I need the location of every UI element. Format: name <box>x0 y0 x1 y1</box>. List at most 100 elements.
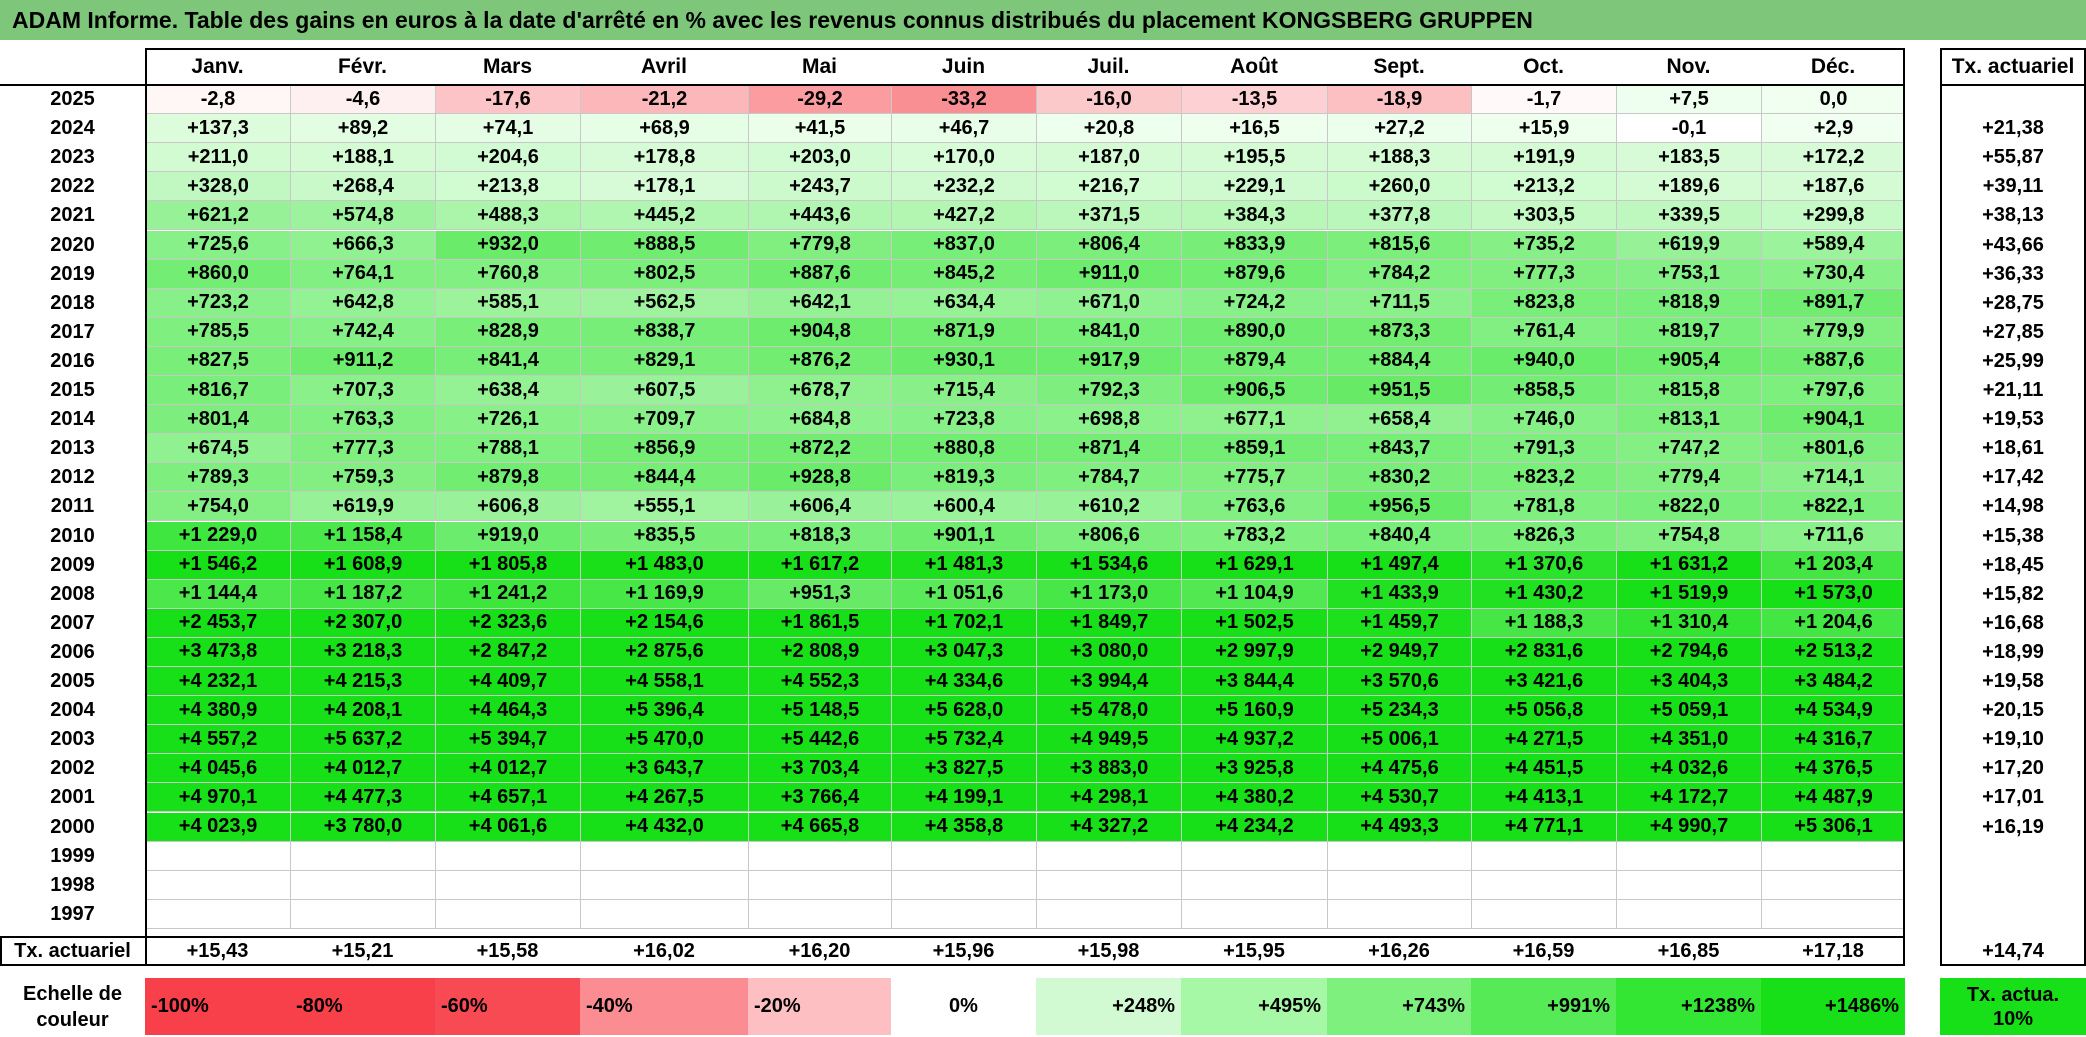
table-cell: +443,6 <box>748 201 891 231</box>
table-cell: +666,3 <box>290 230 435 260</box>
table-cell: +4 475,6 <box>1327 754 1471 784</box>
table-cell: +890,0 <box>1181 317 1327 347</box>
table-cell: +634,4 <box>891 288 1036 318</box>
table-cell: +3 925,8 <box>1181 754 1327 784</box>
table-cell: +4 023,9 <box>145 812 290 842</box>
table-cell: +183,5 <box>1616 143 1761 173</box>
table-cell <box>1471 899 1616 929</box>
table-cell: +68,9 <box>580 114 748 144</box>
table-cell: +724,2 <box>1181 288 1327 318</box>
table-cell: +619,9 <box>1616 230 1761 260</box>
table-cell: +841,4 <box>435 346 580 376</box>
table-cell: +784,2 <box>1327 259 1471 289</box>
table-cell: +188,1 <box>290 143 435 173</box>
table-cell: +901,1 <box>891 521 1036 551</box>
table-cell: +658,4 <box>1327 405 1471 435</box>
table-cell: +1 188,3 <box>1471 608 1616 638</box>
table-cell: +4 012,7 <box>435 754 580 784</box>
annual-rate-cell: +38,13 <box>1940 201 2086 231</box>
table-cell: +4 380,2 <box>1181 783 1327 813</box>
table-cell: +1 158,4 <box>290 521 435 551</box>
table-cell: +4 045,6 <box>145 754 290 784</box>
table-cell: +606,4 <box>748 492 891 522</box>
table-cell: +747,2 <box>1616 434 1761 464</box>
year-label: 2010 <box>0 521 145 551</box>
table-cell <box>290 870 435 900</box>
table-cell: +1 534,6 <box>1036 550 1181 580</box>
table-cell: +911,2 <box>290 346 435 376</box>
table-cell: +642,8 <box>290 288 435 318</box>
table-cell: +371,5 <box>1036 201 1181 231</box>
table-cell: +4 012,7 <box>290 754 435 784</box>
table-cell: +775,7 <box>1181 463 1327 493</box>
year-label: 2008 <box>0 579 145 609</box>
table-cell: +4 970,1 <box>145 783 290 813</box>
table-cell: +1 104,9 <box>1181 579 1327 609</box>
table-cell: +4 376,5 <box>1761 754 1905 784</box>
table-cell: +856,9 <box>580 434 748 464</box>
table-cell: +2 949,7 <box>1327 637 1471 667</box>
table-cell: +4 451,5 <box>1471 754 1616 784</box>
table-cell: +838,7 <box>580 317 748 347</box>
table-cell: +911,0 <box>1036 259 1181 289</box>
table-cell: +574,8 <box>290 201 435 231</box>
table-cell: +753,1 <box>1616 259 1761 289</box>
table-cell: +677,1 <box>1181 405 1327 435</box>
table-cell: +726,1 <box>435 405 580 435</box>
table-cell: +3 047,3 <box>891 637 1036 667</box>
year-label: 2023 <box>0 143 145 173</box>
color-scale-annual: Tx. actua. 10% <box>1940 978 2086 1035</box>
table-cell <box>748 899 891 929</box>
table-cell: +4 327,2 <box>1036 812 1181 842</box>
table-cell: +172,2 <box>1761 143 1905 173</box>
table-cell: +4 552,3 <box>748 667 891 697</box>
color-scale-swatch: +1486% <box>1761 978 1905 1035</box>
month-header: Janv. <box>145 48 290 85</box>
table-cell: +3 883,0 <box>1036 754 1181 784</box>
table-cell: +4 530,7 <box>1327 783 1471 813</box>
table-cell: +562,5 <box>580 288 748 318</box>
table-cell: +191,9 <box>1471 143 1616 173</box>
table-cell: +833,9 <box>1181 230 1327 260</box>
table-cell: +1 546,2 <box>145 550 290 580</box>
table-cell: +835,5 <box>580 521 748 551</box>
table-cell <box>145 899 290 929</box>
table-cell: +709,7 <box>580 405 748 435</box>
table-cell: +932,0 <box>435 230 580 260</box>
table-cell: +16,5 <box>1181 114 1327 144</box>
table-cell <box>1036 870 1181 900</box>
color-scale-label: Echelle de couleur <box>0 978 145 1035</box>
year-label: 2017 <box>0 317 145 347</box>
annual-rate-header: Tx. actuariel <box>1940 48 2086 85</box>
table-cell: +777,3 <box>290 434 435 464</box>
year-label: 2011 <box>0 492 145 522</box>
table-cell: +2 323,6 <box>435 608 580 638</box>
table-cell: +3 570,6 <box>1327 667 1471 697</box>
year-label: 2005 <box>0 667 145 697</box>
table-cell: +797,6 <box>1761 376 1905 406</box>
year-label: 2002 <box>0 754 145 784</box>
month-header: Mars <box>435 48 580 85</box>
table-cell: +1 702,1 <box>891 608 1036 638</box>
year-label: 2000 <box>0 812 145 842</box>
table-cell: +837,0 <box>891 230 1036 260</box>
table-cell: +619,9 <box>290 492 435 522</box>
table-cell: +4 380,9 <box>145 696 290 726</box>
annual-rate-cell: +19,53 <box>1940 405 2086 435</box>
table-cell: +384,3 <box>1181 201 1327 231</box>
table-cell <box>1761 841 1905 871</box>
table-cell: +2 794,6 <box>1616 637 1761 667</box>
footer-cell: +15,95 <box>1181 936 1327 966</box>
table-cell <box>1761 870 1905 900</box>
table-cell: +826,3 <box>1471 521 1616 551</box>
table-cell: +1 229,0 <box>145 521 290 551</box>
table-cell: +3 766,4 <box>748 783 891 813</box>
table-cell: +829,1 <box>580 346 748 376</box>
table-cell: +5 478,0 <box>1036 696 1181 726</box>
table-cell: +1 497,4 <box>1327 550 1471 580</box>
annual-rate-cell: +25,99 <box>1940 346 2086 376</box>
footer-cell: +16,59 <box>1471 936 1616 966</box>
table-cell: +4 409,7 <box>435 667 580 697</box>
table-cell: +1 519,9 <box>1616 579 1761 609</box>
table-cell: +213,2 <box>1471 172 1616 202</box>
